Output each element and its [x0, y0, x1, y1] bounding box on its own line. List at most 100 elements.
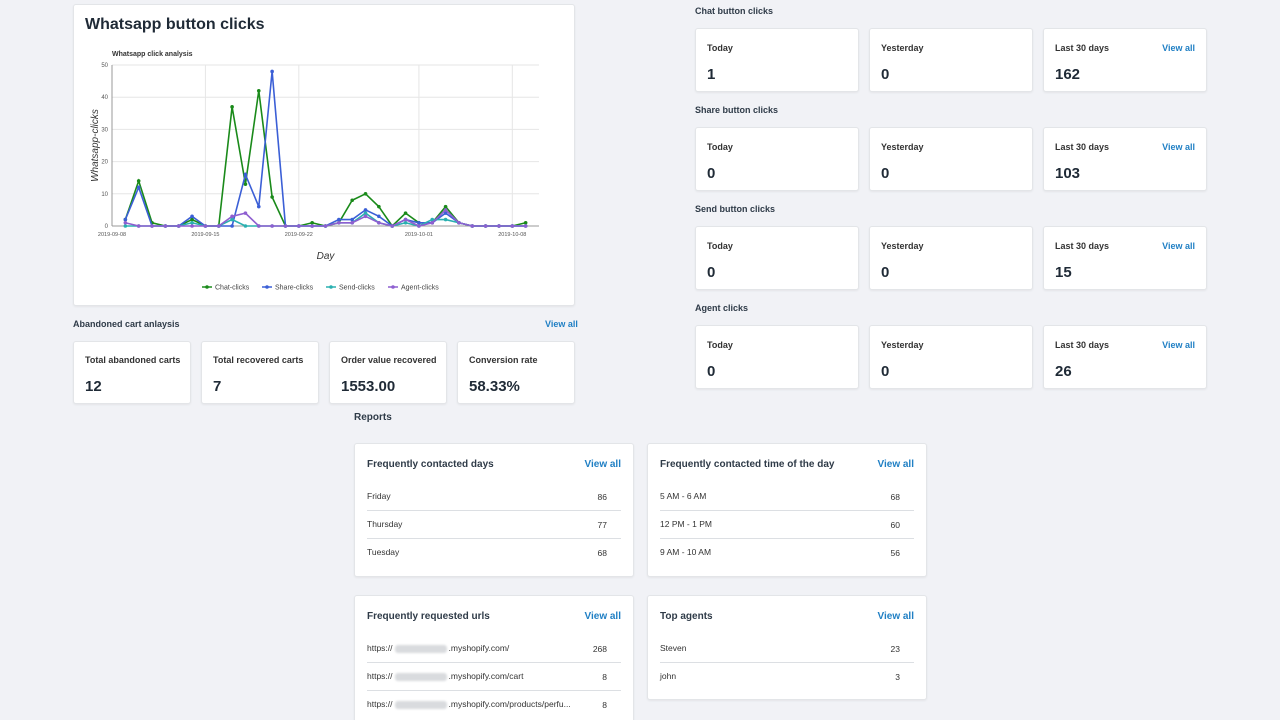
- data-point: [136, 224, 141, 228]
- chart-title: Whatsapp click analysis: [112, 51, 193, 58]
- data-point: [230, 105, 234, 109]
- data-point: [216, 224, 221, 228]
- y-tick-label: 50: [101, 63, 108, 69]
- abandoned-view-all-link[interactable]: View all: [545, 319, 578, 329]
- data-point: [190, 217, 194, 222]
- data-point: [230, 217, 234, 222]
- report-times-view-all-link[interactable]: View all: [877, 459, 914, 470]
- list-item: 12 PM - 1 PM 60: [660, 511, 914, 539]
- list-item: Tuesday 68: [367, 539, 621, 567]
- yesterday-value: 0: [881, 66, 890, 83]
- x-tick-label: 2019-09-15: [191, 232, 219, 238]
- day-count: 77: [597, 520, 607, 530]
- send-view-all-link[interactable]: View all: [1162, 241, 1195, 251]
- x-tick-label: 2019-09-22: [285, 232, 313, 238]
- last30-value: 103: [1055, 165, 1081, 182]
- redacted-domain: [394, 700, 447, 709]
- list-item: Thursday 77: [367, 511, 621, 539]
- data-point: [337, 220, 341, 225]
- today-value: 0: [707, 264, 716, 281]
- today-value: 0: [707, 363, 716, 380]
- today-label: Today: [707, 43, 733, 53]
- agent-view-all-link[interactable]: View all: [1162, 340, 1195, 350]
- agent-today-card: Today 0: [695, 325, 859, 389]
- data-point: [123, 220, 128, 225]
- legend-label: Chat-clicks: [215, 285, 250, 292]
- time-count: 60: [890, 520, 900, 530]
- data-point: [136, 179, 141, 183]
- chat-last30-card: Last 30 days View all 162: [1043, 28, 1207, 92]
- stat-label: Total recovered carts: [213, 355, 304, 365]
- send-last30-card: Last 30 days View all 15: [1043, 226, 1207, 290]
- reports-title: Reports: [354, 412, 392, 423]
- yesterday-label: Yesterday: [881, 241, 924, 251]
- data-point: [310, 220, 314, 225]
- share-view-all-link[interactable]: View all: [1162, 142, 1195, 152]
- data-point: [523, 224, 528, 228]
- chart-card-title: Whatsapp button clicks: [85, 16, 265, 33]
- send-clicks-title: Send button clicks: [695, 204, 776, 214]
- url-text: https://.myshopify.com/cart: [367, 671, 524, 681]
- report-days-view-all-link[interactable]: View all: [584, 459, 621, 470]
- day-name: Tuesday: [367, 547, 400, 557]
- redacted-domain: [394, 644, 447, 653]
- stat-card-recovered: Total recovered carts 7: [201, 341, 319, 404]
- data-point: [190, 224, 194, 228]
- last30-label: Last 30 days: [1055, 241, 1110, 251]
- list-item: https://.myshopify.com/cart 8: [367, 663, 621, 691]
- data-point: [243, 211, 248, 215]
- chat-yesterday-card: Yesterday 0: [869, 28, 1033, 92]
- day-count: 86: [597, 492, 607, 502]
- x-tick-label: 2019-10-08: [498, 232, 526, 238]
- stat-card-conversion: Conversion rate 58.33%: [457, 341, 575, 404]
- report-agents-view-all-link[interactable]: View all: [877, 611, 914, 622]
- legend-marker: [265, 285, 269, 289]
- data-point: [363, 214, 368, 219]
- stat-value: 1553.00: [341, 378, 396, 395]
- data-point: [270, 224, 274, 228]
- data-point: [350, 198, 354, 203]
- yesterday-label: Yesterday: [881, 43, 924, 53]
- yesterday-value: 0: [881, 363, 890, 380]
- data-point: [270, 69, 274, 74]
- list-item: 5 AM - 6 AM 68: [660, 483, 914, 511]
- whatsapp-chart-card: Whatsapp button clicks Whatsapp click an…: [73, 4, 575, 306]
- agent-count: 3: [895, 672, 900, 682]
- agent-clicks-title: Agent clicks: [695, 303, 749, 313]
- list-item: 9 AM - 10 AM 56: [660, 539, 914, 567]
- day-name: Thursday: [367, 519, 403, 529]
- data-point: [390, 224, 395, 228]
- report-urls-view-all-link[interactable]: View all: [584, 611, 621, 622]
- data-point: [377, 204, 381, 209]
- data-point: [443, 217, 448, 222]
- today-label: Today: [707, 142, 733, 152]
- stat-value: 58.33%: [469, 378, 520, 395]
- share-yesterday-card: Yesterday 0: [869, 127, 1033, 191]
- data-point: [123, 224, 128, 228]
- y-tick-label: 40: [101, 95, 108, 101]
- data-point: [510, 224, 515, 228]
- data-point: [403, 220, 408, 225]
- agent-yesterday-card: Yesterday 0: [869, 325, 1033, 389]
- data-point: [270, 195, 274, 199]
- chat-view-all-link[interactable]: View all: [1162, 43, 1195, 53]
- series-line: [124, 71, 526, 227]
- list-item: https://.myshopify.com/products/perfu...…: [367, 691, 621, 719]
- y-tick-label: 0: [105, 224, 109, 230]
- report-days-card: Frequently contacted days View all Frida…: [354, 443, 634, 577]
- click-analysis-chart: Whatsapp click analysis 0 10 20 30 40 50 2019-0…: [90, 51, 539, 292]
- yesterday-label: Yesterday: [881, 340, 924, 350]
- yesterday-label: Yesterday: [881, 142, 924, 152]
- y-tick-label: 10: [101, 192, 108, 198]
- data-point: [430, 220, 435, 225]
- data-point: [190, 220, 194, 225]
- stat-label: Conversion rate: [469, 355, 538, 365]
- data-point: [243, 182, 248, 186]
- report-times-card: Frequently contacted time of the day Vie…: [647, 443, 927, 577]
- data-point: [403, 211, 408, 215]
- today-label: Today: [707, 241, 733, 251]
- chat-today-card: Today 1: [695, 28, 859, 92]
- data-point: [443, 211, 448, 215]
- report-times-title: Frequently contacted time of the day: [660, 459, 835, 470]
- stat-value: 7: [213, 378, 222, 395]
